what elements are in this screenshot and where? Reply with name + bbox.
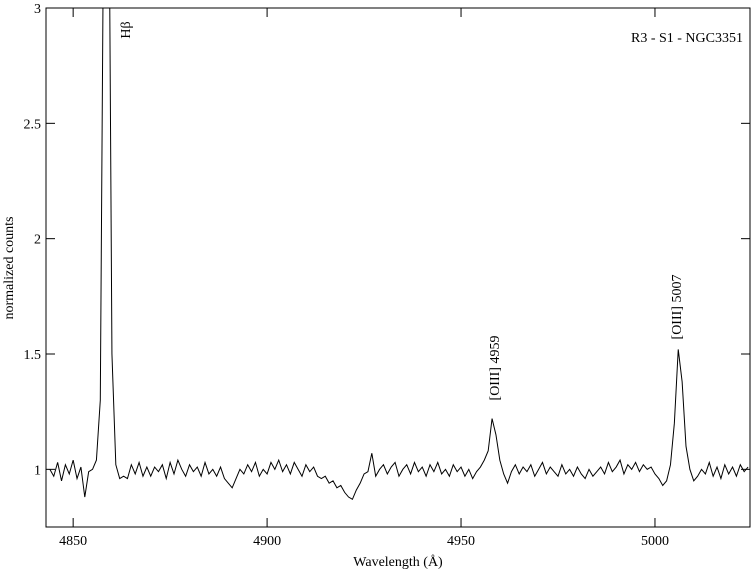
annotation: [OIII] 5007	[670, 275, 685, 340]
x-tick-label: 4900	[253, 534, 281, 549]
x-tick-label: 4950	[447, 534, 475, 549]
y-tick-label: 2	[34, 233, 41, 248]
spectrum-line	[49, 8, 749, 501]
y-tick-label: 3	[34, 2, 41, 17]
x-axis-label: Wavelength (Å)	[353, 554, 443, 570]
annotation: Hβ	[119, 21, 134, 38]
annotation: R3 - S1 - NGC3351	[631, 31, 743, 46]
y-axis-label: normalized counts	[2, 216, 17, 319]
plot-frame	[45, 7, 751, 528]
x-tick-label: 5000	[641, 534, 669, 549]
y-tick-label: 1	[34, 463, 41, 478]
annotation: [OIII] 4959	[488, 336, 503, 401]
y-tick-label: 2.5	[24, 117, 42, 132]
y-tick-label: 1.5	[24, 348, 42, 363]
x-tick-label: 4850	[59, 534, 87, 549]
